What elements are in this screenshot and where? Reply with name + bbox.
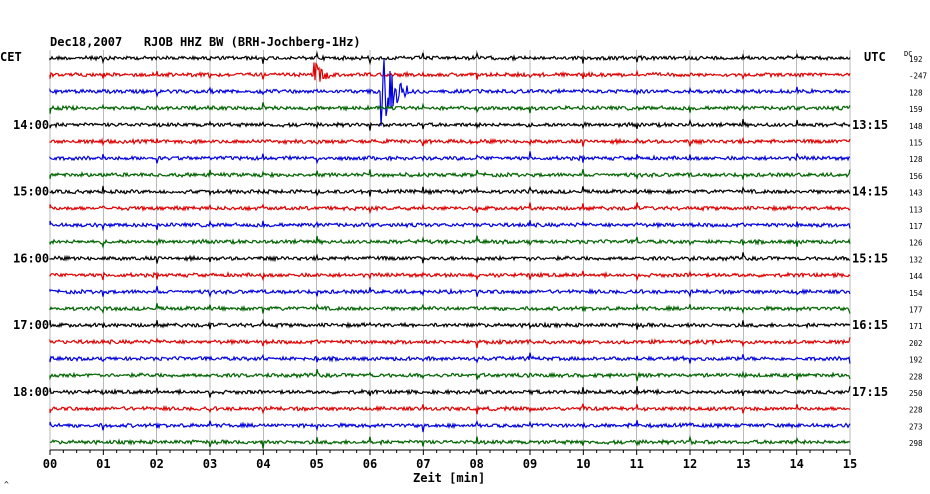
cet-labels: 14:00 15:00 16:00 17:00 18:00 [13, 118, 49, 399]
footer-mark: ^ [4, 480, 9, 489]
x-tick-label-06: 06 [363, 457, 377, 471]
dc-value-12: 132 [909, 255, 923, 264]
cet-label: 14:00 [13, 118, 49, 132]
trace-line-14 [49, 285, 851, 299]
dc-value-22: 273 [909, 422, 923, 431]
cet-label: 18:00 [13, 385, 49, 399]
dc-value-8: 143 [909, 189, 923, 198]
x-tick-label-15: 15 [843, 457, 857, 471]
dc-value-14: 154 [909, 289, 923, 298]
dc-value-11: 126 [909, 239, 923, 248]
x-tick-label-03: 03 [203, 457, 217, 471]
trace-line-7 [49, 168, 851, 181]
trace-line-20 [49, 386, 851, 398]
trace-line-17 [49, 337, 851, 349]
trace-line-0 [49, 50, 851, 66]
dc-value-3: 159 [909, 105, 923, 114]
dc-value-13: 144 [909, 272, 923, 281]
x-tick-label-09: 09 [523, 457, 537, 471]
cet-label: 15:00 [13, 185, 49, 199]
dc-value-5: 115 [909, 139, 923, 148]
dc-value-15: 177 [909, 306, 923, 315]
trace-line-4 [49, 118, 851, 131]
trace-line-12 [49, 252, 851, 264]
utc-label: 16:15 [852, 318, 888, 332]
cet-label: 17:00 [13, 318, 49, 332]
trace-line-21 [49, 403, 851, 415]
dc-value-19: 228 [909, 372, 923, 381]
dc-value-6: 128 [909, 155, 923, 164]
utc-label: 13:15 [852, 118, 888, 132]
dc-value-4: 148 [909, 122, 923, 131]
x-tick-label-05: 05 [309, 457, 323, 471]
dc-value-0: 192 [909, 55, 923, 64]
trace-line-15 [49, 302, 851, 315]
x-tick-label-12: 12 [683, 457, 697, 471]
trace-line-23 [49, 435, 851, 449]
x-axis: 00 01 02 03 04 05 06 07 08 09 10 11 12 13 14 15 [43, 449, 857, 471]
x-tick-label-01: 01 [96, 457, 110, 471]
trace-line-5 [49, 136, 851, 147]
utc-axis-title: UTC [864, 50, 886, 64]
utc-label: 14:15 [852, 185, 888, 199]
trace-line-9 [49, 202, 851, 215]
trace-line-3 [49, 102, 851, 114]
x-tick-label-04: 04 [256, 457, 270, 471]
trace-line-8 [49, 185, 851, 197]
x-tick-label-11: 11 [629, 457, 643, 471]
dc-labels: 192 -247 128 159 148 115 128 156 143 113 117 126 132… [909, 55, 927, 448]
dc-value-2: 128 [909, 88, 923, 97]
trace-line-2 [49, 59, 851, 127]
dc-value-20: 250 [909, 389, 923, 398]
chart-title: Dec18,2007 RJOB HHZ BW (BRH-Jochberg-1Hz… [50, 35, 361, 49]
x-tick-label-13: 13 [736, 457, 750, 471]
dc-value-17: 202 [909, 339, 923, 348]
cet-axis-title: CET [0, 50, 22, 64]
dc-value-10: 117 [909, 222, 923, 231]
trace-line-22 [49, 420, 851, 433]
trace-line-13 [49, 270, 851, 282]
x-tick-label-14: 14 [789, 457, 803, 471]
trace-group [49, 50, 851, 449]
dc-header: DC [904, 50, 912, 58]
utc-label: 17:15 [852, 385, 888, 399]
x-tick-label-00: 00 [43, 457, 57, 471]
grid-lines [49, 50, 851, 450]
x-tick-label-02: 02 [149, 457, 163, 471]
utc-labels: 13:15 14:15 15:15 16:15 17:15 [852, 118, 888, 399]
dc-value-9: 113 [909, 205, 923, 214]
trace-line-11 [49, 235, 851, 250]
x-tick-label-08: 08 [469, 457, 483, 471]
trace-line-1 [49, 62, 851, 82]
dc-value-1: -247 [909, 72, 927, 81]
trace-line-10 [49, 219, 851, 232]
trace-line-18 [49, 352, 851, 364]
trace-line-19 [49, 369, 851, 382]
trace-line-6 [49, 151, 851, 165]
x-axis-label: Zeit [min] [413, 471, 485, 485]
x-tick-label-07: 07 [416, 457, 430, 471]
dc-value-7: 156 [909, 172, 923, 181]
trace-line-16 [49, 318, 851, 330]
x-tick-label-10: 10 [576, 457, 590, 471]
dc-value-16: 171 [909, 322, 923, 331]
dc-value-18: 192 [909, 356, 923, 365]
utc-label: 15:15 [852, 251, 888, 265]
dc-value-23: 298 [909, 439, 923, 448]
dc-value-21: 228 [909, 406, 923, 415]
cet-label: 16:00 [13, 251, 49, 265]
